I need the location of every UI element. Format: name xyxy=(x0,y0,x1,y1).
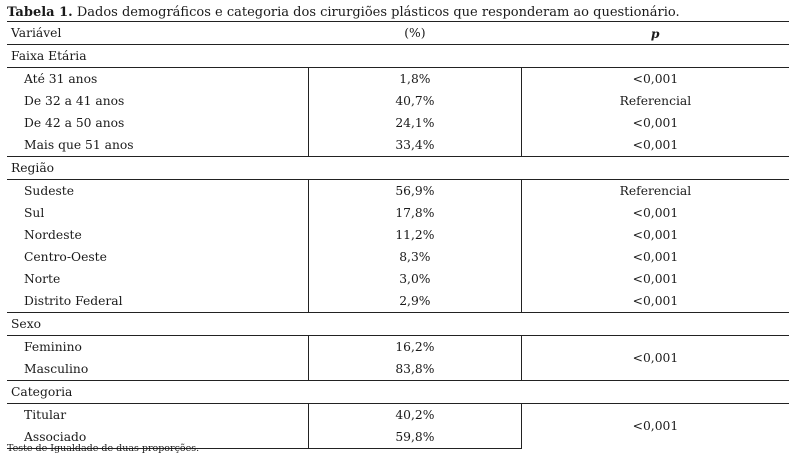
row-label: Masculino xyxy=(24,362,89,376)
table-caption-text: Dados demográficos e categoria dos cirur… xyxy=(76,5,680,20)
row-p: <0,001 xyxy=(632,250,679,264)
column-header-percent: (%) xyxy=(308,21,522,45)
row-percent: 83,8% xyxy=(307,358,522,381)
table-row: Centro-Oeste 8,3% <0,001 xyxy=(7,246,789,268)
row-p: <0,001 xyxy=(632,206,679,220)
section-title: Categoria xyxy=(7,380,789,404)
row-percent: 24,1% xyxy=(307,112,522,134)
row-label: Sul xyxy=(24,206,45,220)
row-label: De 32 a 41 anos xyxy=(24,94,125,108)
row-percent: 8,3% xyxy=(307,246,522,268)
table-row: Sudeste 56,9% Referencial xyxy=(7,179,789,202)
row-percent: 16,2% xyxy=(307,335,522,358)
row-p: <0,001 xyxy=(632,272,679,286)
row-p: <0,001 xyxy=(632,228,679,242)
row-label: De 42 a 50 anos xyxy=(24,116,125,130)
row-p-merged: <0,001 xyxy=(632,419,679,434)
row-label: Distrito Federal xyxy=(24,294,123,308)
row-p: <0,001 xyxy=(632,138,679,152)
row-label: Norte xyxy=(24,272,61,286)
table-row: Feminino 16,2% <0,001 xyxy=(7,335,789,365)
table-caption: Tabela 1. Dados demográficos e categoria… xyxy=(7,5,680,20)
row-p: <0,001 xyxy=(632,72,679,86)
row-label: Até 31 anos xyxy=(24,72,98,86)
table-row: Até 31 anos 1,8% <0,001 xyxy=(7,67,789,90)
table-row: Distrito Federal 2,9% <0,001 xyxy=(7,290,789,313)
row-label: Nordeste xyxy=(24,228,82,242)
section-row-faixa-etaria: Faixa Etária xyxy=(7,44,789,68)
table-row: Masculino 83,8% xyxy=(7,358,789,381)
row-percent: 11,2% xyxy=(307,224,522,246)
section-row-sexo: Sexo xyxy=(7,312,789,336)
row-percent: 1,8% xyxy=(307,67,522,90)
row-percent: 56,9% xyxy=(307,179,522,202)
row-p: Referencial xyxy=(619,184,692,198)
table-row: Titular 40,2% <0,001 xyxy=(7,403,789,433)
table-row: Associado 59,8% xyxy=(7,426,789,449)
section-title: Região xyxy=(7,156,789,180)
table-caption-label: Tabela 1. xyxy=(7,5,73,20)
row-p: <0,001 xyxy=(632,116,679,130)
row-percent: 40,2% xyxy=(307,403,522,426)
row-percent: 17,8% xyxy=(307,202,522,224)
column-header-variable: Variável xyxy=(7,21,309,45)
section-title: Sexo xyxy=(7,312,789,336)
column-header-p: p xyxy=(521,21,789,45)
row-percent: 2,9% xyxy=(307,290,522,313)
row-percent: 33,4% xyxy=(307,134,522,157)
row-label: Sudeste xyxy=(24,184,75,198)
row-label: Feminino xyxy=(24,340,82,354)
row-percent: 3,0% xyxy=(307,268,522,290)
row-p-merged: <0,001 xyxy=(632,351,679,365)
section-row-regiao: Região xyxy=(7,156,789,180)
row-percent: 40,7% xyxy=(307,90,522,112)
demographics-table: Variável (%) p Faixa Etária Até 31 anos … xyxy=(7,21,789,449)
table-row: Sul 17,8% <0,001 xyxy=(7,202,789,224)
table-row: De 42 a 50 anos 24,1% <0,001 xyxy=(7,112,789,134)
row-label: Titular xyxy=(24,408,67,422)
row-p: <0,001 xyxy=(632,294,679,308)
table-footnote: Teste de Igualdade de duas proporções. xyxy=(7,443,200,454)
row-label: Associado xyxy=(7,426,309,449)
table-header-row: Variável (%) p xyxy=(7,21,789,45)
table-row: Norte 3,0% <0,001 xyxy=(7,268,789,290)
section-row-categoria: Categoria xyxy=(7,380,789,404)
table-row: Nordeste 11,2% <0,001 xyxy=(7,224,789,246)
table-row: Mais que 51 anos 33,4% <0,001 xyxy=(7,134,789,157)
row-p: Referencial xyxy=(619,94,692,108)
section-title: Faixa Etária xyxy=(7,44,789,68)
row-label: Mais que 51 anos xyxy=(24,138,134,152)
table-row: De 32 a 41 anos 40,7% Referencial xyxy=(7,90,789,112)
row-label: Centro-Oeste xyxy=(24,250,107,264)
row-percent: 59,8% xyxy=(307,426,522,449)
